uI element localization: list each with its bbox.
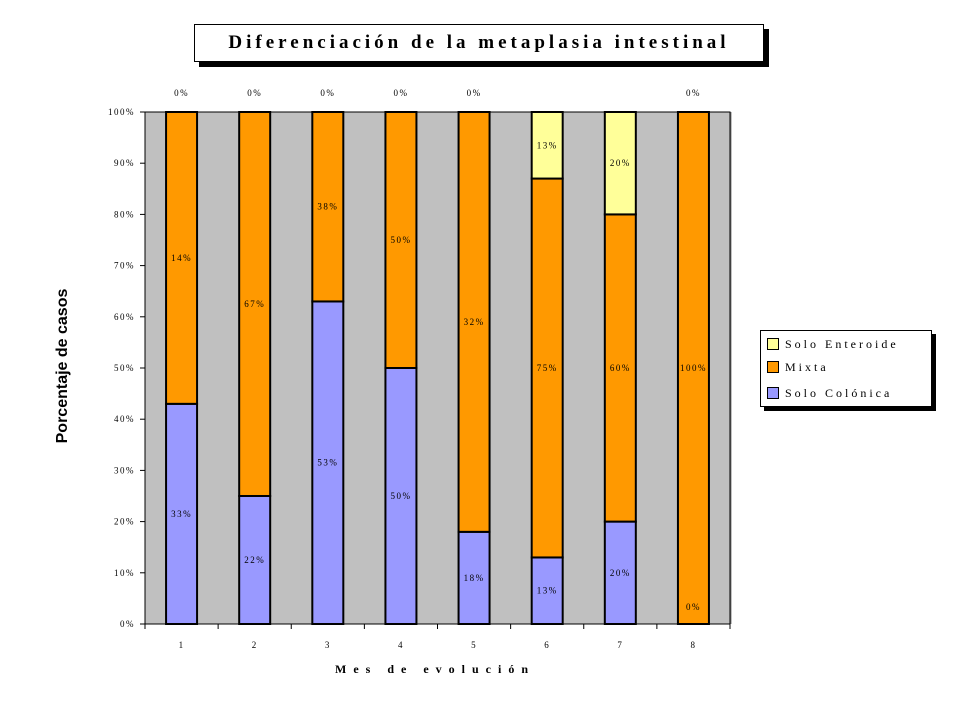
bar-segment: [165, 402, 199, 625]
data-label: 33%: [171, 509, 192, 519]
data-label: 67%: [244, 299, 265, 309]
legend-label: Mixta: [785, 359, 829, 374]
data-label: 50%: [390, 235, 411, 245]
y-tick-label: 100%: [108, 107, 135, 117]
x-tick-label: 3: [325, 640, 331, 650]
data-label: 53%: [317, 458, 338, 468]
y-tick-label: 40%: [114, 414, 135, 424]
data-label: 60%: [610, 363, 631, 373]
bar-segment: [530, 111, 564, 180]
y-tick-label: 20%: [114, 517, 135, 527]
y-tick-label: 70%: [114, 261, 135, 271]
data-label: 0%: [686, 602, 701, 612]
bar-segment: [238, 495, 272, 625]
bar-segment: [238, 111, 272, 497]
data-label: 0%: [393, 88, 408, 98]
legend-swatch-mixta: [767, 361, 779, 373]
legend-swatch-solo-colonica: [767, 387, 779, 399]
data-label: 75%: [537, 363, 558, 373]
bar-segment: [311, 300, 345, 625]
y-axis-label: Porcentaje de casos: [54, 288, 71, 444]
data-label: 0%: [174, 88, 189, 98]
data-label: 13%: [537, 586, 558, 596]
legend-item-solo-enteroide: Solo Enteroide: [767, 335, 899, 353]
y-tick-label: 60%: [114, 312, 135, 322]
x-tick-label: 2: [252, 640, 258, 650]
bar-segment: [676, 111, 710, 625]
chart-title: Diferenciación de la metaplasia intestin…: [228, 32, 730, 53]
data-label: 0%: [320, 88, 335, 98]
x-tick-label: 6: [544, 640, 550, 650]
data-label: 20%: [610, 568, 631, 578]
legend-item-mixta: Mixta: [767, 358, 829, 376]
x-tick-label: 1: [179, 640, 185, 650]
x-tick-label: 5: [471, 640, 477, 650]
bar-segment: [603, 520, 637, 625]
legend-label: Solo Enteroide: [785, 336, 899, 351]
legend-swatch-solo-enteroide: [767, 338, 779, 350]
bar-segment: [603, 111, 637, 216]
data-label: 32%: [464, 317, 485, 327]
data-label: 38%: [317, 202, 338, 212]
bar-segment: [384, 367, 418, 625]
data-label: 20%: [610, 158, 631, 168]
data-label: 22%: [244, 555, 265, 565]
bar-segment: [384, 111, 418, 369]
legend-item-solo-colonica: Solo Colónica: [767, 384, 892, 402]
data-label: 13%: [537, 140, 558, 150]
data-label: 0%: [247, 88, 262, 98]
data-label: 0%: [686, 88, 701, 98]
y-tick-label: 0%: [120, 619, 135, 629]
x-tick-label: 7: [617, 640, 623, 650]
legend: Solo Enteroide Mixta Solo Colónica: [760, 330, 932, 407]
y-tick-label: 10%: [114, 568, 135, 578]
x-tick-label: 8: [690, 640, 696, 650]
y-tick-label: 30%: [114, 465, 135, 475]
bar-segment: [530, 177, 564, 559]
x-tick-label: 4: [398, 640, 404, 650]
data-label: 100%: [680, 363, 707, 373]
chart-title-box: Diferenciación de la metaplasia intestin…: [194, 24, 764, 62]
bar-segment: [311, 111, 345, 303]
bar-segment: [457, 111, 491, 533]
data-label: 50%: [390, 491, 411, 501]
bar-segment: [457, 530, 491, 626]
bar-segment: [530, 556, 564, 625]
data-label: 0%: [467, 88, 482, 98]
y-tick-label: 80%: [114, 209, 135, 219]
data-label: 18%: [464, 573, 485, 583]
data-label: 14%: [171, 253, 192, 263]
y-tick-label: 90%: [114, 158, 135, 168]
bar-segment: [165, 111, 199, 405]
plot-background: [144, 111, 731, 625]
legend-label: Solo Colónica: [785, 385, 893, 400]
y-tick-label: 50%: [114, 363, 135, 373]
x-axis-label: Mes de evolución: [335, 662, 535, 676]
